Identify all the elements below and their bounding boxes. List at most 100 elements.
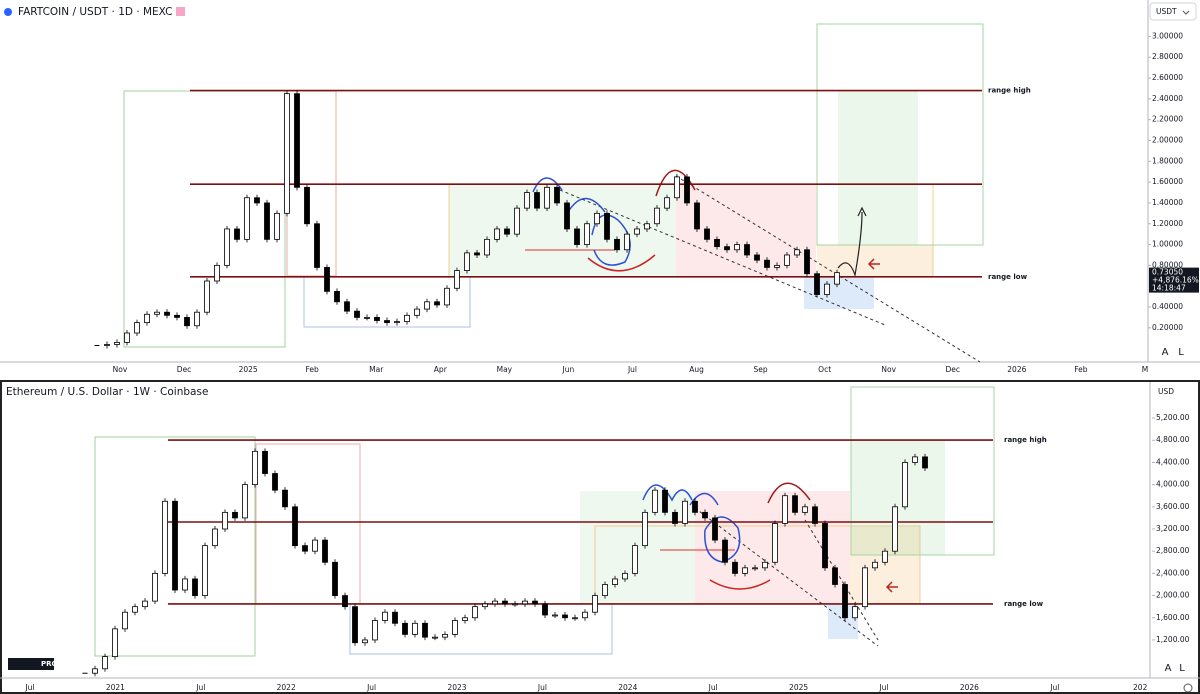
candle (584, 223, 590, 245)
candle (364, 317, 370, 319)
candle (414, 308, 420, 316)
candle (684, 176, 690, 204)
candle (552, 614, 558, 617)
x-tick-label: 2023 (447, 683, 466, 692)
box (255, 443, 361, 605)
x-tick-label: 2026 (960, 683, 979, 692)
y-tick-label: 5,200.00 (1156, 413, 1190, 422)
candle (294, 93, 300, 188)
candle (154, 311, 160, 315)
candle (192, 578, 198, 596)
price-change: +4,876.16% (1152, 276, 1199, 285)
candle (912, 456, 918, 463)
candle (404, 314, 410, 322)
y-tick-label: 1.60000 (1152, 177, 1183, 186)
chart-title: Ethereum / U.S. Dollar · 1W · Coinbase (6, 386, 208, 398)
candle (892, 506, 898, 552)
candle (604, 212, 610, 240)
x-tick-label: Jul (195, 683, 205, 692)
x-tick-label: Apr (434, 365, 448, 374)
candle (922, 456, 928, 469)
y-tick-label: 1.40000 (1152, 198, 1183, 207)
candle (582, 611, 588, 619)
currency-label[interactable]: USD (1158, 387, 1174, 396)
scale-button[interactable]: A (1165, 663, 1172, 674)
arrow (885, 581, 898, 593)
arc (532, 177, 563, 193)
x-tick-label: Mar (369, 365, 384, 374)
x-tick-label: Jul (366, 683, 376, 692)
x-tick-label: Nov (881, 365, 896, 374)
scale-button[interactable]: L (1178, 347, 1184, 358)
candle (252, 450, 258, 486)
candle (664, 197, 670, 209)
candle (362, 639, 368, 644)
candle (634, 228, 640, 235)
candle (534, 192, 540, 209)
candle (714, 238, 720, 248)
candle (134, 322, 140, 334)
y-tick-label: 1,200.00 (1156, 635, 1190, 644)
settings-icon[interactable] (1183, 683, 1193, 693)
candle (682, 500, 688, 524)
candle (734, 244, 740, 251)
currency-select[interactable] (1151, 383, 1197, 402)
y-tick-label: 2.60000 (1152, 73, 1183, 82)
scale-button[interactable]: L (1179, 663, 1185, 674)
currency-label[interactable]: USDT (1156, 7, 1177, 16)
candle (832, 567, 838, 585)
candle (512, 603, 518, 606)
candle (182, 578, 188, 591)
candle (882, 550, 888, 563)
candle (542, 603, 548, 616)
candle (274, 212, 280, 240)
y-tick-label: 1,600.00 (1156, 613, 1190, 622)
candle (702, 511, 708, 519)
candle (114, 341, 120, 345)
candle (752, 567, 758, 570)
candle (672, 511, 678, 524)
candle (174, 314, 180, 318)
candle (302, 545, 308, 552)
arc (587, 254, 656, 272)
drawings-top (123, 23, 984, 363)
candle (782, 495, 788, 524)
candle (312, 539, 318, 552)
x-tick-label: Feb (306, 365, 320, 374)
candle (464, 252, 470, 271)
arc (655, 169, 696, 197)
candle (654, 207, 660, 225)
x-tick-label: 202 (1133, 683, 1148, 692)
logo-badge (8, 658, 54, 670)
chart-title: FARTCOIN / USDT · 1D · MEXC (18, 6, 172, 18)
candle (232, 511, 238, 519)
x-tick-label: 2026 (1007, 365, 1026, 374)
x-tick-label: Feb (1074, 365, 1088, 374)
x-tick-label: Jul (1049, 683, 1059, 692)
x-tick-label: May (497, 365, 513, 374)
chevron[interactable] (1182, 10, 1190, 15)
candle (264, 202, 270, 240)
candle (112, 628, 118, 657)
y-tick-label: 1.80000 (1152, 156, 1183, 165)
candle (712, 517, 718, 541)
candle (784, 254, 790, 266)
candle (212, 528, 218, 547)
candle (382, 611, 388, 621)
logo-text: PRO (41, 660, 58, 668)
candle (852, 606, 858, 619)
candle (222, 511, 228, 530)
candle (754, 254, 760, 261)
candle (142, 600, 148, 608)
box (94, 436, 256, 657)
scale-button[interactable]: A (1162, 347, 1169, 358)
candle (122, 611, 128, 630)
candle (692, 500, 698, 513)
candle (454, 270, 460, 289)
candle (642, 511, 648, 547)
arc (642, 484, 693, 502)
y-tick-label: 4,000.00 (1156, 480, 1190, 489)
currency-select[interactable] (1149, 2, 1197, 21)
candle (624, 233, 630, 251)
